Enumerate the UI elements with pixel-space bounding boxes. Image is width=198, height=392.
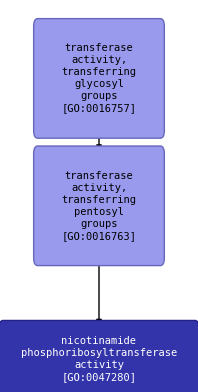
FancyBboxPatch shape bbox=[34, 146, 164, 266]
Text: transferase
activity,
transferring
pentosyl
groups
[GO:0016763]: transferase activity, transferring pento… bbox=[62, 171, 136, 241]
FancyBboxPatch shape bbox=[34, 19, 164, 138]
Text: transferase
activity,
transferring
glycosyl
groups
[GO:0016757]: transferase activity, transferring glyco… bbox=[62, 44, 136, 113]
Text: nicotinamide
phosphoribosyltransferase
activity
[GO:0047280]: nicotinamide phosphoribosyltransferase a… bbox=[21, 336, 177, 382]
FancyBboxPatch shape bbox=[0, 321, 198, 392]
